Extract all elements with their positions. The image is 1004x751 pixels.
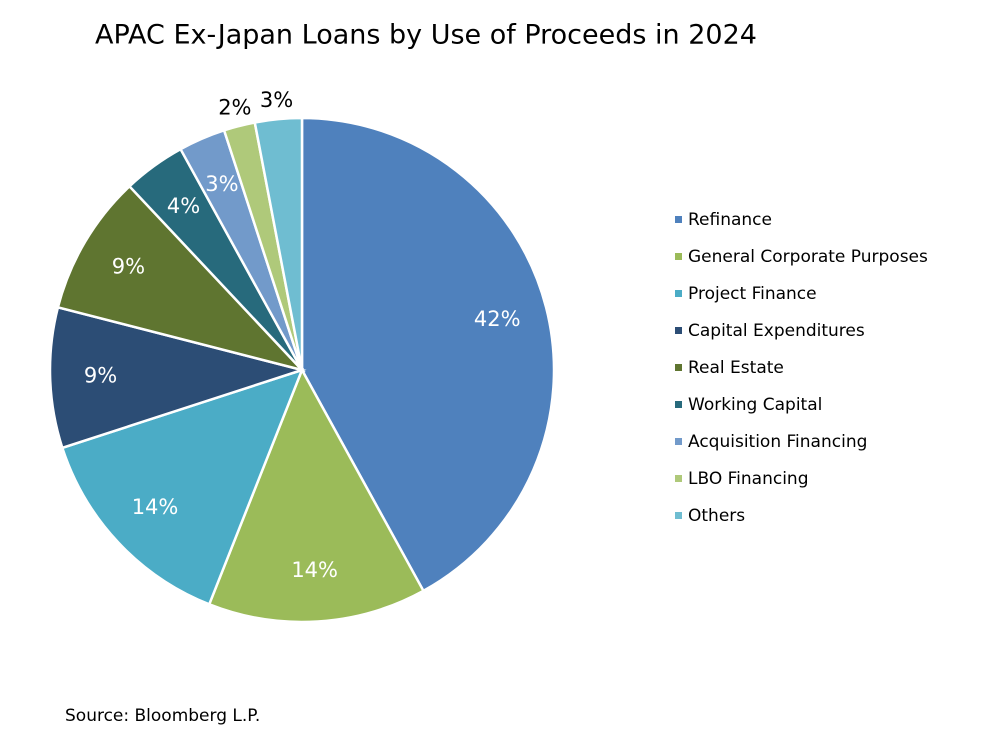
- legend-marker: [675, 512, 682, 519]
- pie-slice: [253, 116, 304, 371]
- legend-marker: [675, 216, 682, 223]
- data-label: 4%: [167, 194, 200, 218]
- legend-label: Real Estate: [688, 358, 784, 378]
- legend-label: Working Capital: [688, 395, 822, 415]
- source: Source: Bloomberg L.P.: [65, 706, 260, 726]
- pie-slice: [48, 305, 307, 450]
- legend-label: Refinance: [688, 210, 772, 230]
- legend-marker: [675, 438, 682, 445]
- data-label: 2%: [218, 95, 251, 119]
- legend-label: Project Finance: [688, 284, 817, 304]
- data-label: 42%: [474, 307, 521, 331]
- pie-slice: [56, 184, 306, 373]
- legend-label: Capital Expenditures: [688, 321, 865, 341]
- chart-title: APAC Ex-Japan Loans by Use of Proceeds i…: [95, 20, 757, 51]
- pie-slice: [300, 116, 556, 593]
- legend-marker: [675, 253, 682, 260]
- data-label: 14%: [132, 495, 179, 519]
- data-label: 3%: [205, 172, 238, 196]
- data-label: 14%: [291, 558, 338, 582]
- legend-marker: [675, 364, 682, 371]
- pie-slice: [207, 367, 426, 624]
- legend-label: Acquisition Financing: [688, 432, 867, 452]
- data-label: 3%: [260, 88, 293, 112]
- legend-label: Others: [688, 506, 745, 526]
- legend-marker: [675, 290, 682, 297]
- legend-marker: [675, 327, 682, 334]
- legend-label: General Corporate Purposes: [688, 247, 928, 267]
- data-label: 9%: [84, 363, 117, 387]
- legend-label: LBO Financing: [688, 469, 809, 489]
- legend-marker: [675, 401, 682, 408]
- legend-marker: [675, 475, 682, 482]
- data-label: 9%: [112, 254, 145, 278]
